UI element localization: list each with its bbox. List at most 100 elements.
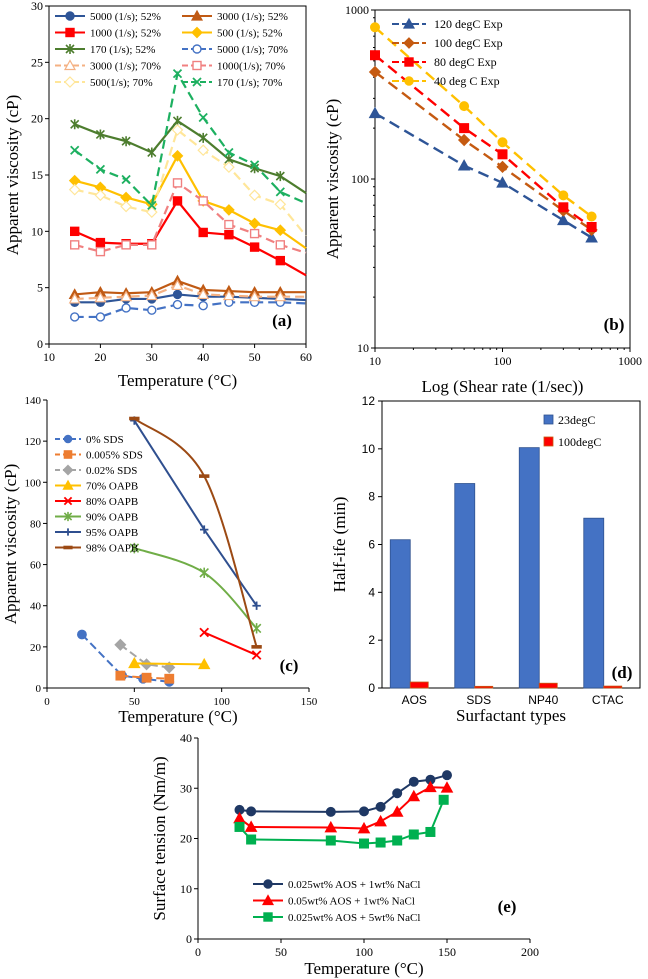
- x-tick-label: 10: [43, 350, 55, 364]
- panel-c-chart: 0 50 100 150 0 20 40 60 80 100 120 140 Temperature (…: [1, 395, 318, 726]
- y-tick-label: 10: [180, 882, 192, 896]
- panel-label: (a): [272, 311, 292, 330]
- data-point: [128, 656, 141, 669]
- legend-marker: [63, 450, 73, 459]
- data-point: [438, 794, 449, 805]
- data-point: [68, 292, 81, 304]
- series-e-2: [234, 794, 449, 849]
- data-point: [375, 837, 386, 848]
- data-point: [457, 133, 471, 147]
- x-category-label: NP40: [528, 693, 558, 707]
- y-tick-label: 140: [25, 395, 42, 407]
- series-line: [74, 119, 307, 194]
- data-point: [359, 806, 370, 817]
- series-line: [74, 70, 307, 208]
- data-point: [197, 288, 210, 300]
- y-tick-label: 6: [368, 538, 375, 552]
- data-point: [200, 525, 209, 534]
- x-axis-title: Surfactant types: [456, 706, 566, 725]
- x-tick-label: 200: [521, 945, 539, 959]
- legend-c: 0% SDS 0.005% SDS 0.02% SDS 70% OAPB 80% OAP…: [55, 434, 143, 555]
- x-tick-label: 50: [275, 945, 287, 959]
- y-tick-label: 80: [30, 518, 42, 530]
- series-b-0: [368, 106, 598, 243]
- legend-marker: [63, 59, 77, 71]
- data-point: [324, 820, 338, 833]
- data-point: [199, 567, 209, 578]
- legend-marker: [63, 545, 73, 550]
- panel-e-chart: 0 50 100 150 200 0 10 20 30 40 Temperature (°C) Sur…: [150, 731, 539, 978]
- data-point: [197, 657, 211, 670]
- y-tick-label: 20: [31, 112, 43, 126]
- y-tick-label: 30: [180, 781, 192, 795]
- data-point: [252, 601, 261, 610]
- legend-label: 5000 (1/s); 70%: [217, 44, 288, 56]
- y-axis-title: Apparent viscosity (cP): [1, 464, 20, 625]
- series-line: [81, 633, 170, 683]
- data-point: [198, 196, 208, 206]
- x-axis-title: Log (Shear rate (1/sec)): [422, 377, 584, 396]
- data-point: [94, 189, 107, 202]
- data-point: [248, 290, 261, 302]
- bar-np40-23degc: [518, 447, 540, 689]
- data-point: [424, 780, 437, 793]
- series-c-2: [114, 638, 176, 674]
- data-point: [164, 673, 175, 684]
- data-point: [115, 670, 126, 681]
- data-point: [558, 202, 569, 213]
- legend-swatch: [543, 436, 554, 447]
- y-tick-label: 40: [30, 601, 42, 613]
- data-point: [357, 821, 371, 834]
- data-point: [224, 219, 234, 230]
- data-point: [390, 805, 404, 817]
- data-point: [496, 176, 509, 188]
- data-point: [141, 672, 152, 683]
- legend-marker: [65, 27, 75, 38]
- x-tick-label: 60: [300, 350, 312, 364]
- data-point: [172, 299, 183, 310]
- data-point: [198, 227, 208, 238]
- data-point: [275, 255, 285, 266]
- data-point: [368, 65, 382, 79]
- legend-marker: [402, 17, 416, 29]
- y-tick-label: 100: [351, 172, 369, 186]
- series-c-1: [115, 670, 175, 684]
- y-tick-label: 10: [31, 224, 43, 238]
- legend-label: 70% OAPB: [86, 481, 138, 493]
- legend-label: 5000 (1/s); 52%: [90, 11, 161, 23]
- x-tick-label: 30: [146, 350, 158, 364]
- y-tick-label: 10: [362, 442, 376, 456]
- y-tick-label: 5: [37, 281, 43, 295]
- legend-label: 0.02% SDS: [86, 465, 137, 477]
- series-line: [74, 293, 307, 304]
- data-point: [457, 159, 471, 171]
- data-point: [172, 196, 183, 206]
- data-point: [370, 50, 381, 61]
- legend-label: 95% OAPB: [86, 527, 138, 539]
- series-line: [374, 112, 593, 239]
- bar-sds-100degc: [474, 685, 494, 689]
- y-axis-title: Apparent viscosity (cP): [323, 99, 342, 260]
- data-point: [374, 814, 387, 827]
- panel-a-chart: 10 20 30 40 50 60 0 5 10 15 20 25 30 Temperature (°C)…: [3, 0, 312, 390]
- legend-d: 23degC 100degC: [543, 413, 601, 449]
- legend-marker: [263, 879, 273, 889]
- data-point: [121, 136, 131, 147]
- data-point: [375, 801, 386, 812]
- y-tick-label: 10: [357, 341, 369, 355]
- data-point: [172, 68, 183, 79]
- legend-label: 500 (1/s); 52%: [217, 28, 282, 40]
- panel-b-chart: 10 100 1000 10 100 1000 Log (Shear rate (1/sec…: [323, 3, 642, 396]
- x-tick-label: 20: [94, 350, 106, 364]
- data-point: [224, 230, 234, 240]
- data-point: [408, 829, 419, 840]
- legend-marker: [261, 894, 275, 906]
- legend-label: 0.005% SDS: [86, 450, 143, 462]
- legend-marker: [404, 76, 414, 86]
- data-point: [325, 806, 336, 817]
- series-line: [74, 153, 307, 250]
- legend-marker: [403, 37, 415, 49]
- x-tick-label: 1000: [618, 354, 642, 368]
- series-a-7: [69, 178, 307, 257]
- data-point: [129, 416, 140, 421]
